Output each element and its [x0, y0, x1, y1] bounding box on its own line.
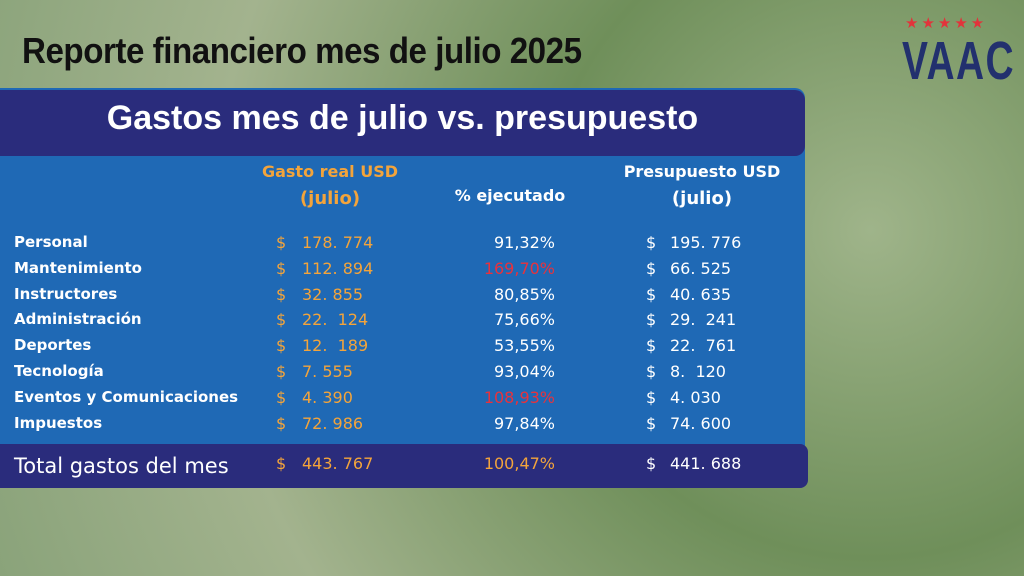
column-header: (julio) — [299, 188, 361, 209]
logo: VAAC — [902, 31, 1016, 91]
row-label: Eventos y Comunicaciones — [14, 387, 239, 406]
row-label: Mantenimiento — [14, 258, 142, 277]
currency: $ — [276, 284, 287, 304]
table-banner — [0, 90, 805, 156]
budget: 74. 600 — [670, 413, 732, 433]
actual: 443. 767 — [302, 454, 374, 473]
currency: $ — [276, 413, 287, 433]
actual: 72. 986 — [302, 413, 364, 433]
row-label: Instructores — [14, 284, 118, 303]
executed: 75,66% — [493, 310, 555, 330]
actual: 12. 189 — [302, 336, 369, 356]
currency: $ — [646, 336, 657, 356]
row-label: Deportes — [14, 336, 92, 355]
currency: $ — [276, 310, 287, 330]
currency: $ — [276, 362, 287, 381]
budget: 40. 635 — [670, 284, 732, 304]
row-label: Tecnología — [14, 362, 104, 380]
currency: $ — [646, 310, 657, 330]
column-header: % ejecutado — [454, 186, 566, 205]
budget: 29. 241 — [670, 310, 737, 330]
actual: 4. 390 — [302, 387, 353, 407]
executed: 169,70% — [483, 258, 555, 278]
currency: $ — [646, 362, 657, 381]
budget: 441. 688 — [670, 454, 742, 473]
column-header: Presupuesto USD — [623, 162, 781, 181]
executed: 97,84% — [493, 413, 555, 433]
row-label: Impuestos — [14, 413, 103, 432]
column-header: (julio) — [671, 188, 733, 209]
executed: 80,85% — [493, 284, 555, 304]
currency: $ — [276, 387, 287, 407]
currency: $ — [646, 454, 657, 473]
actual: 178. 774 — [302, 233, 374, 252]
total-label: Total gastos del mes — [14, 454, 229, 478]
actual: 7. 555 — [302, 362, 353, 381]
currency: $ — [276, 336, 287, 356]
executed: 100,47% — [483, 454, 555, 473]
currency: $ — [646, 258, 657, 278]
table-title: Gastos mes de julio vs. presupuesto — [106, 99, 699, 137]
column-header: Gasto real USD — [261, 162, 399, 181]
actual: 22. 124 — [302, 310, 369, 330]
executed: 108,93% — [483, 387, 555, 407]
currency: $ — [646, 387, 657, 407]
actual: 32. 855 — [302, 284, 364, 304]
budget: 8. 120 — [670, 362, 726, 381]
budget: 22. 761 — [670, 336, 737, 356]
currency: $ — [276, 233, 287, 252]
currency: $ — [276, 454, 287, 473]
currency: $ — [646, 413, 657, 433]
currency: $ — [276, 258, 287, 278]
total-bar — [0, 444, 808, 488]
budget: 195. 776 — [670, 233, 742, 252]
slide-title: Reporte financiero mes de julio 2025 — [22, 30, 582, 71]
actual: 112. 894 — [302, 258, 374, 278]
logo-stars: ★★★★★ — [905, 14, 988, 32]
currency: $ — [646, 233, 657, 252]
row-label: Administración — [14, 310, 142, 329]
executed: 91,32% — [493, 233, 555, 252]
currency: $ — [646, 284, 657, 304]
executed: 93,04% — [493, 362, 555, 381]
row-label: Personal — [14, 233, 88, 251]
budget: 4. 030 — [670, 387, 721, 407]
budget: 66. 525 — [670, 258, 732, 278]
executed: 53,55% — [493, 336, 555, 356]
